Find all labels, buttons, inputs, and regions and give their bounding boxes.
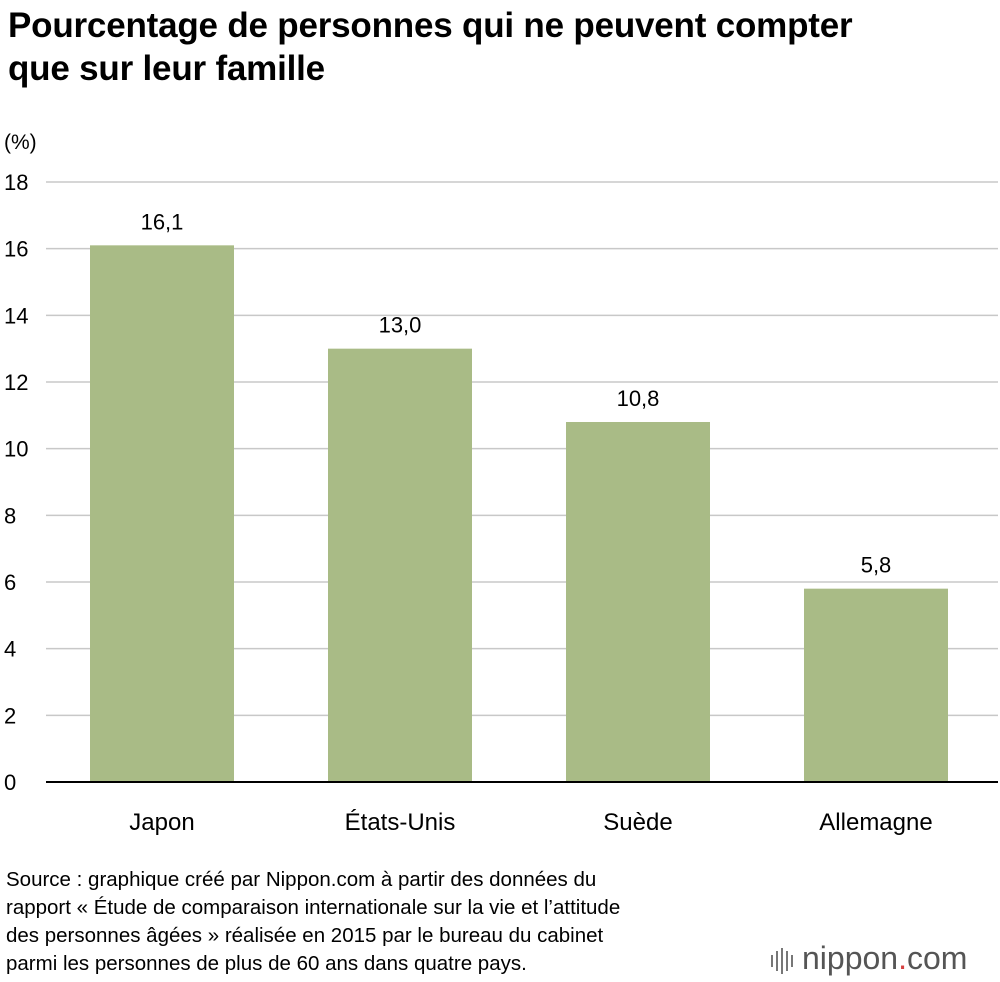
source-line-2: rapport « Étude de comparaison internati… — [6, 896, 621, 919]
chart-title-line-1: Pourcentage de personnes qui ne peuvent … — [8, 6, 853, 45]
bar — [566, 422, 710, 782]
logo-dot: . — [898, 940, 907, 976]
y-tick-label: 0 — [4, 770, 16, 795]
data-label: 13,0 — [379, 313, 422, 338]
x-tick-label: Allemagne — [819, 809, 932, 836]
nippon-logo: nippon.com — [770, 938, 967, 978]
chart-title-line-2: que sur leur famille — [8, 49, 325, 88]
y-tick-label: 6 — [4, 570, 16, 595]
y-tick-label: 2 — [4, 703, 16, 728]
source-note: Source : graphique créé par Nippon.com à… — [6, 866, 766, 978]
y-tick-label: 14 — [4, 303, 28, 328]
source-line-1: Source : graphique créé par Nippon.com à… — [6, 868, 597, 891]
source-line-4: parmi les personnes de plus de 60 ans da… — [6, 952, 527, 975]
data-label: 10,8 — [617, 386, 660, 411]
bar — [804, 588, 948, 782]
y-tick-label: 16 — [4, 237, 28, 262]
y-tick-label: 18 — [4, 170, 28, 195]
y-tick-label: 10 — [4, 437, 28, 462]
x-tick-label: Japon — [129, 809, 194, 836]
data-label: 16,1 — [141, 209, 184, 234]
bar — [90, 245, 234, 783]
nippon-logo-bars-icon — [771, 947, 793, 974]
y-tick-label: 12 — [4, 370, 28, 395]
x-tick-label: États-Unis — [345, 809, 456, 836]
y-tick-label: 4 — [4, 637, 16, 662]
source-line-3: des personnes âgées » réalisée en 2015 p… — [6, 924, 604, 947]
logo-name: nippon — [802, 940, 899, 976]
logo-suffix: com — [906, 940, 968, 976]
x-tick-label: Suède — [603, 809, 672, 836]
y-axis-unit-label: (%) — [4, 131, 37, 154]
chart-title: Pourcentage de personnes qui ne peuvent … — [8, 4, 993, 90]
data-label: 5,8 — [861, 553, 892, 578]
y-tick-label: 8 — [4, 503, 16, 528]
bar — [328, 348, 472, 782]
bar-chart: (%) 0 2 4 6 8 10 12 14 16 18 16,1 Japon 13,0 États-Uni… — [4, 131, 998, 836]
